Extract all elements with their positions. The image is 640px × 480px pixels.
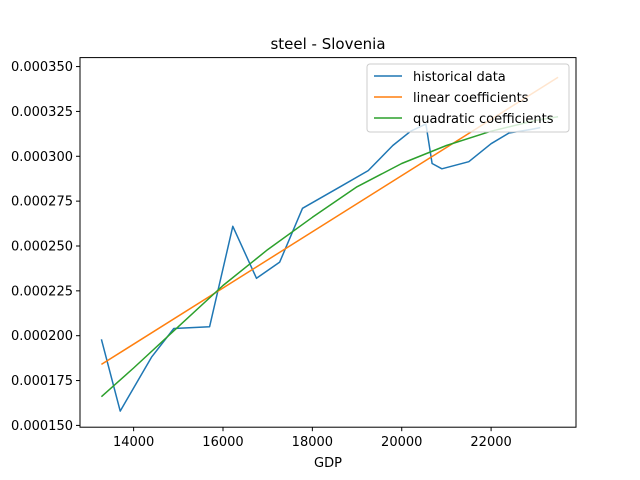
series-line-quadratic-coefficients [100, 116, 559, 398]
y-tick-label: 0.000325 [11, 105, 73, 120]
y-axis: 0.000150 0.000175 0.000200 0.000225 0.000250… [11, 60, 80, 434]
y-tick-label: 0.000250 [11, 239, 73, 254]
x-tick-label: 16000 [202, 435, 243, 450]
legend-label-historical-data: historical data [413, 70, 506, 85]
series-line-historical-data [100, 123, 541, 412]
y-tick-label: 0.000300 [11, 150, 73, 165]
x-axis-label: GDP [314, 456, 342, 471]
legend-label-linear-coefficients: linear coefficients [413, 91, 529, 106]
y-tick-label: 0.000225 [11, 284, 73, 299]
plot-frame [79, 57, 577, 428]
x-tick-label: 20000 [381, 435, 422, 450]
legend-box [366, 63, 570, 133]
x-tick-label: 14000 [113, 435, 154, 450]
y-tick-label: 0.000200 [11, 329, 73, 344]
y-tick-label: 0.000350 [11, 60, 73, 75]
y-tick-label: 0.000175 [11, 374, 73, 389]
legend: historical data linear coefficients quadra… [366, 63, 570, 133]
y-tick-label: 0.000150 [11, 419, 73, 434]
x-tick-label: 18000 [292, 435, 333, 450]
legend-label-quadratic-coefficients: quadratic coefficients [413, 112, 554, 127]
x-axis: 14000 16000 18000 20000 22000 [113, 427, 512, 450]
chart-title: steel - Slovenia [270, 35, 385, 53]
y-tick-label: 0.000275 [11, 195, 73, 210]
x-tick-label: 22000 [470, 435, 511, 450]
